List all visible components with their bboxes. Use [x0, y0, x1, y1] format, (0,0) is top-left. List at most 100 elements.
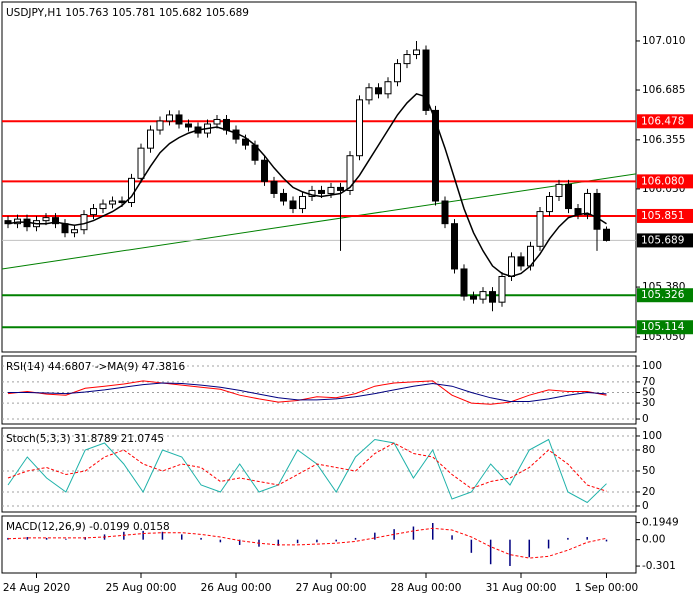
candle-body: [451, 223, 458, 270]
indicator-line: [8, 382, 607, 402]
candle-body: [280, 192, 287, 202]
candle-body: [394, 63, 401, 83]
panel-title: MACD(12,26,9) -0.0199 0.0158: [6, 521, 170, 533]
candle-body: [346, 155, 354, 191]
y-tick-label: 50: [642, 387, 655, 399]
level-label: 105.114: [641, 321, 685, 333]
y-tick-label: 100: [642, 430, 662, 442]
y-tick-label: 106.355: [642, 134, 685, 146]
candle-body: [270, 180, 278, 194]
candle-body: [441, 200, 449, 225]
candle-body: [61, 223, 69, 234]
candle-body: [109, 200, 116, 205]
candle-body: [375, 87, 382, 95]
x-tick-label: 26 Aug 00:00: [201, 582, 272, 594]
current-price-label: 105.689: [641, 234, 684, 246]
candle-body: [42, 217, 50, 222]
candle-body: [565, 183, 572, 210]
candle-body: [71, 229, 78, 234]
y-tick-label: 0.1949: [642, 517, 679, 529]
candle-body: [337, 186, 344, 191]
candle-body: [52, 217, 59, 225]
candle-body: [318, 189, 325, 194]
level-label: 106.478: [641, 115, 684, 127]
candle-body: [213, 118, 221, 125]
y-tick-label: 0: [642, 500, 649, 512]
candle-body: [546, 195, 553, 213]
panel-frame: [1, 1, 637, 353]
panel-frame: [1, 515, 637, 574]
candle-body: [584, 192, 591, 216]
panel-title: RSI(14) 44.6807 ->MA(9) 47.3816: [6, 361, 185, 373]
candle-body: [432, 109, 439, 202]
candle-body: [517, 256, 525, 267]
panel-frame: [1, 427, 637, 513]
indicator-line: [7, 442, 607, 492]
indicator-line: [7, 380, 607, 405]
y-tick-label: 30: [642, 397, 655, 409]
candle-body: [289, 200, 297, 210]
candle-body: [261, 159, 268, 182]
candle-body: [99, 203, 107, 210]
candle-body: [413, 49, 420, 56]
y-tick-label: 70: [642, 376, 655, 388]
candle-body: [327, 186, 335, 194]
candle-body: [498, 276, 506, 303]
indicator-line: [7, 438, 607, 504]
candle-body: [508, 256, 515, 278]
y-tick-label: 0.00: [642, 534, 665, 546]
x-tick-label: 25 Aug 00:00: [106, 582, 177, 594]
candle-body: [185, 123, 192, 128]
x-tick-label: 28 Aug 00:00: [391, 582, 462, 594]
level-label: 106.080: [641, 175, 684, 187]
candle-body: [536, 211, 544, 247]
candle-body: [147, 129, 154, 149]
level-label-box: [637, 208, 693, 223]
candle-body: [299, 195, 306, 210]
candle-body: [479, 291, 487, 300]
candle-body: [384, 81, 392, 95]
y-tick-label: -0.301: [642, 560, 676, 572]
level-label: 105.851: [641, 210, 684, 222]
candle-body: [422, 49, 430, 111]
current-price-box: [637, 233, 693, 248]
candle-body: [470, 295, 477, 300]
x-tick-label: 24 Aug 2020: [3, 582, 70, 594]
candle-body: [603, 228, 610, 241]
level-label-box: [637, 114, 693, 129]
candle-body: [175, 114, 183, 125]
x-tick-label: 1 Sep 00:00: [575, 582, 638, 594]
y-tick-label: 50: [642, 465, 655, 477]
candle-body: [80, 214, 88, 231]
indicator-line: [7, 527, 607, 559]
candle-body: [166, 114, 173, 122]
panel-frame: [1, 355, 637, 425]
candle-body: [489, 291, 496, 303]
y-tick-label: 107.010: [642, 35, 685, 47]
candle-body: [242, 138, 249, 146]
moving-average: [7, 92, 607, 278]
candle-body: [223, 118, 230, 131]
level-label-box: [637, 320, 693, 335]
x-tick-label: 27 Aug 00:00: [296, 582, 367, 594]
candle-body: [593, 192, 601, 230]
panel-title: Stoch(5,3,3) 31.8789 21.0745: [6, 433, 164, 445]
trendline: [1, 173, 637, 270]
panel-title: USDJPY,H1 105.763 105.781 105.682 105.68…: [6, 7, 249, 19]
candle-body: [118, 200, 126, 204]
y-tick-label: 0: [642, 413, 649, 425]
candle-body: [555, 183, 563, 197]
y-tick-label: 20: [642, 486, 655, 498]
candle-body: [137, 147, 145, 179]
candle-body: [90, 208, 97, 216]
level-label-box: [637, 174, 693, 189]
y-tick-label: 80: [642, 444, 655, 456]
candle-body: [460, 268, 468, 297]
level-label-box: [637, 288, 693, 303]
level-label: 105.326: [641, 289, 685, 301]
candle-body: [356, 99, 363, 157]
candle-body: [365, 87, 373, 101]
candle-body: [156, 120, 164, 131]
